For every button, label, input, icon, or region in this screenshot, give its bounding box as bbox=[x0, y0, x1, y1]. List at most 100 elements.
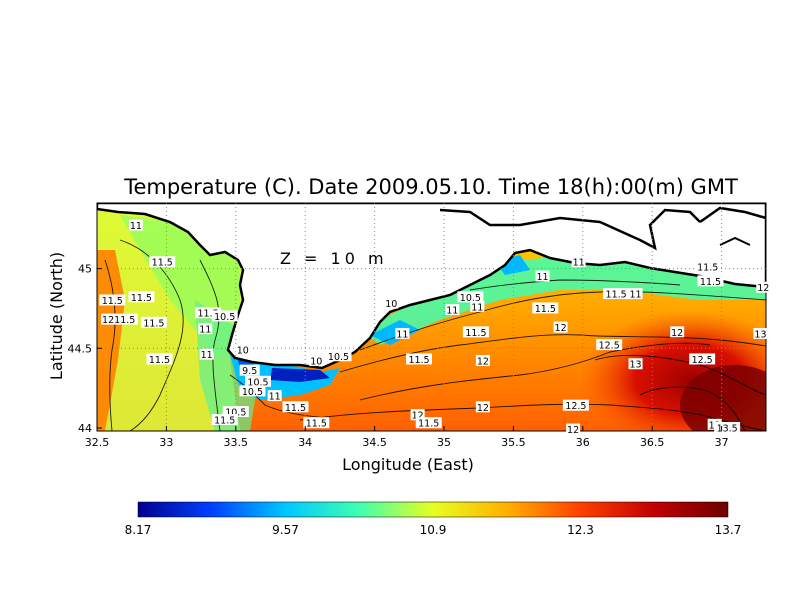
contour-label: 11 bbox=[396, 329, 408, 340]
contour-label: 13.5 bbox=[717, 424, 738, 435]
contour-label: 12 bbox=[555, 323, 567, 334]
colorbar-label: 12.3 bbox=[567, 523, 594, 537]
contour-label: 10.5 bbox=[460, 293, 481, 304]
x-tick-label: 33 bbox=[159, 436, 173, 449]
y-tick-label: 44.5 bbox=[68, 342, 93, 355]
contour-label: 12 bbox=[477, 357, 489, 368]
contour-label: 12 bbox=[671, 328, 683, 339]
contour-label-bg bbox=[457, 291, 484, 303]
contour-label: 11 bbox=[537, 272, 549, 283]
contour-label: 11.5 bbox=[102, 296, 123, 307]
contour-label: 10 bbox=[310, 357, 322, 368]
contour-label-bg bbox=[670, 326, 685, 338]
contour-label: 11 bbox=[471, 302, 483, 313]
contour-label: 9.5 bbox=[242, 366, 257, 377]
contour-label: 11 bbox=[201, 350, 213, 361]
contour-label-bg bbox=[395, 327, 410, 339]
contour-label: 11 bbox=[130, 221, 142, 232]
contour-label-bg bbox=[245, 375, 272, 387]
contour-label-bg bbox=[406, 353, 433, 365]
contour-lines bbox=[104, 239, 766, 431]
contour-label: 12 bbox=[477, 403, 489, 414]
contour-label: 12.5 bbox=[599, 341, 620, 352]
contour-label-bg bbox=[694, 261, 721, 273]
contour-label-bg bbox=[535, 270, 550, 282]
contour-label: 11 bbox=[573, 258, 585, 269]
crimea-coast bbox=[97, 203, 766, 370]
contour-label: 11 bbox=[199, 325, 211, 336]
contour-label: 10.5 bbox=[328, 352, 349, 363]
y-axis-label: Latitude (North) bbox=[47, 252, 66, 380]
x-axis-label: Longitude (East) bbox=[342, 455, 474, 474]
contour-label: 11 bbox=[446, 306, 458, 317]
contour-label-bg bbox=[211, 414, 238, 426]
contour-label-bg bbox=[475, 401, 490, 413]
x-tick-label: 32.5 bbox=[85, 436, 110, 449]
chart-title: Temperature (C). Date 2009.05.10. Time 1… bbox=[123, 175, 738, 199]
contour-label-bg bbox=[128, 219, 143, 231]
contour-label: 11.5 bbox=[700, 277, 721, 288]
contour-label: 11.5 bbox=[143, 318, 164, 329]
x-tick-label: 34.5 bbox=[362, 436, 387, 449]
contour-label: 10.5 bbox=[225, 408, 246, 419]
contour-label-bg bbox=[199, 348, 214, 360]
contour-label-bg bbox=[689, 353, 716, 365]
contour-label-bg bbox=[562, 399, 589, 411]
x-tick-label: 36 bbox=[576, 436, 590, 449]
contour-label: 12 bbox=[102, 315, 114, 326]
contour-label: 12.5 bbox=[565, 401, 586, 412]
y-tick-label: 44 bbox=[78, 422, 92, 435]
colorbar-label: 8.17 bbox=[125, 523, 152, 537]
contour-label: 11.5 bbox=[697, 263, 718, 274]
contour-label-bg bbox=[475, 355, 490, 367]
y-tick-label: 45 bbox=[78, 263, 92, 276]
contour-label-bg bbox=[239, 364, 260, 376]
contour-label-bg bbox=[445, 304, 460, 316]
contour-label-bg bbox=[195, 307, 222, 319]
contour-label-bg bbox=[128, 291, 155, 303]
x-tick-label: 33.5 bbox=[224, 436, 249, 449]
contour-label-bg bbox=[267, 390, 282, 402]
contour-label: 11.5 bbox=[149, 355, 170, 366]
contour-label-bg bbox=[140, 316, 167, 328]
plot-frame bbox=[96, 202, 767, 432]
contour-label-bg bbox=[146, 353, 173, 365]
contour-label: 11.5 bbox=[114, 315, 135, 326]
contour-label: 11.5 bbox=[606, 290, 627, 301]
contour-label-bg bbox=[309, 355, 324, 367]
contour-label: 11.5 bbox=[535, 304, 556, 315]
contour-label-bg bbox=[628, 358, 643, 370]
contour-label-bg bbox=[222, 406, 249, 418]
contour-label-bg bbox=[553, 321, 568, 333]
contour-label: 11.5 bbox=[152, 258, 173, 269]
contour-label-bg bbox=[756, 281, 771, 293]
contour-label: 12 bbox=[757, 283, 769, 294]
colorbar-labels: 8.17 9.57 10.9 12.3 13.7 bbox=[125, 523, 742, 537]
contour-label: 13 bbox=[629, 360, 641, 371]
x-tick-label: 35 bbox=[437, 436, 451, 449]
contour-label: 12.5 bbox=[692, 355, 713, 366]
contour-label: 13 bbox=[754, 329, 766, 340]
contour-label-bg bbox=[211, 310, 238, 322]
contour-label: 10.5 bbox=[214, 312, 235, 323]
contour-label: 10.5 bbox=[247, 377, 268, 388]
contour-label-bg bbox=[410, 409, 425, 421]
contour-label-bg bbox=[99, 294, 126, 306]
contour-label: 10 bbox=[237, 345, 249, 356]
colorbar-label: 9.57 bbox=[272, 523, 299, 537]
contour-label-bg bbox=[149, 256, 176, 268]
contour-label-bg bbox=[532, 302, 559, 314]
contour-label: 10.5 bbox=[242, 387, 263, 398]
contour-label: 10 bbox=[385, 299, 397, 310]
contour-label: 11 bbox=[269, 392, 281, 403]
x-tick-label: 37 bbox=[715, 436, 729, 449]
contour-label: 11 bbox=[629, 290, 641, 301]
x-tick-label: 36.5 bbox=[640, 436, 665, 449]
contour-label-bg bbox=[753, 327, 768, 339]
contour-label-bg bbox=[415, 417, 442, 429]
colorbar-label: 10.9 bbox=[420, 523, 447, 537]
depth-label: Z = 10 m bbox=[280, 249, 388, 268]
colorbar bbox=[137, 501, 729, 518]
contour-label-bg bbox=[603, 288, 630, 300]
